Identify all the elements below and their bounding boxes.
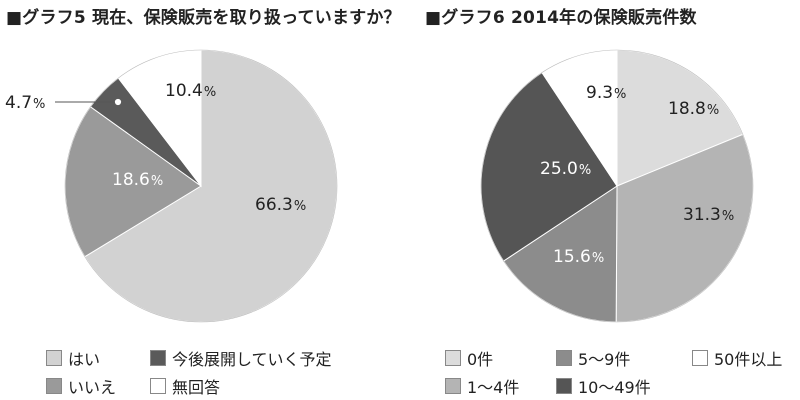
legend-swatch [556,350,572,366]
slice-value-label: 18.6% [112,170,163,190]
chart-title-graph6: ■グラフ6 2014年の保険販売件数 [425,8,697,28]
pie-chart-graph5: 66.3% 18.6% 10.4% 4.7% [5,49,338,323]
legend-item: はい [46,346,100,370]
legend-label: はい [68,350,101,369]
legend-label: 0件 [467,350,494,369]
legend-item: 今後展開していく予定 [150,346,332,370]
slice-value-label: 10.4% [165,81,216,101]
slice-value-label: 4.7% [5,93,45,113]
legend-swatch [46,378,62,394]
pie-chart-graph6: 18.8% 31.3% 15.6% 25.0% 9.3% [480,49,754,323]
slice-value-label: 25.0% [540,159,591,179]
legend-swatch [150,378,166,394]
legend-item: 1〜4件 [445,374,519,398]
slice-value-label: 15.6% [553,247,604,267]
slice-value-label: 9.3% [586,83,626,103]
legend-label: 50件以上 [714,350,783,369]
slice-value-label: 66.3% [255,195,306,215]
slice-value-label: 31.3% [683,205,734,225]
legend-item: いいえ [46,374,116,398]
pie-outline [480,49,754,323]
legend-swatch [445,378,461,394]
legend-label: 今後展開していく予定 [172,350,332,369]
legend-swatch [692,350,708,366]
legend-swatch [556,378,572,394]
chart-title-graph5: ■グラフ5 現在、保険販売を取り扱っていますか？ [6,8,401,28]
pie-outline [64,49,338,323]
slice-value-label: 18.8% [668,99,719,119]
legend-label: 10〜49件 [578,378,651,397]
legend-item: 50件以上 [692,346,782,370]
legend-item: 10〜49件 [556,374,651,398]
legend-swatch [445,350,461,366]
callout-dot [114,98,122,106]
legend-label: いいえ [68,378,117,397]
legend-label: 無回答 [172,378,221,397]
legend-item: 0件 [445,346,493,370]
legend-swatch [150,350,166,366]
legend-item: 5〜9件 [556,346,630,370]
legend-item: 無回答 [150,374,220,398]
legend-label: 5〜9件 [578,350,631,369]
legend-label: 1〜4件 [467,378,520,397]
legend-swatch [46,350,62,366]
